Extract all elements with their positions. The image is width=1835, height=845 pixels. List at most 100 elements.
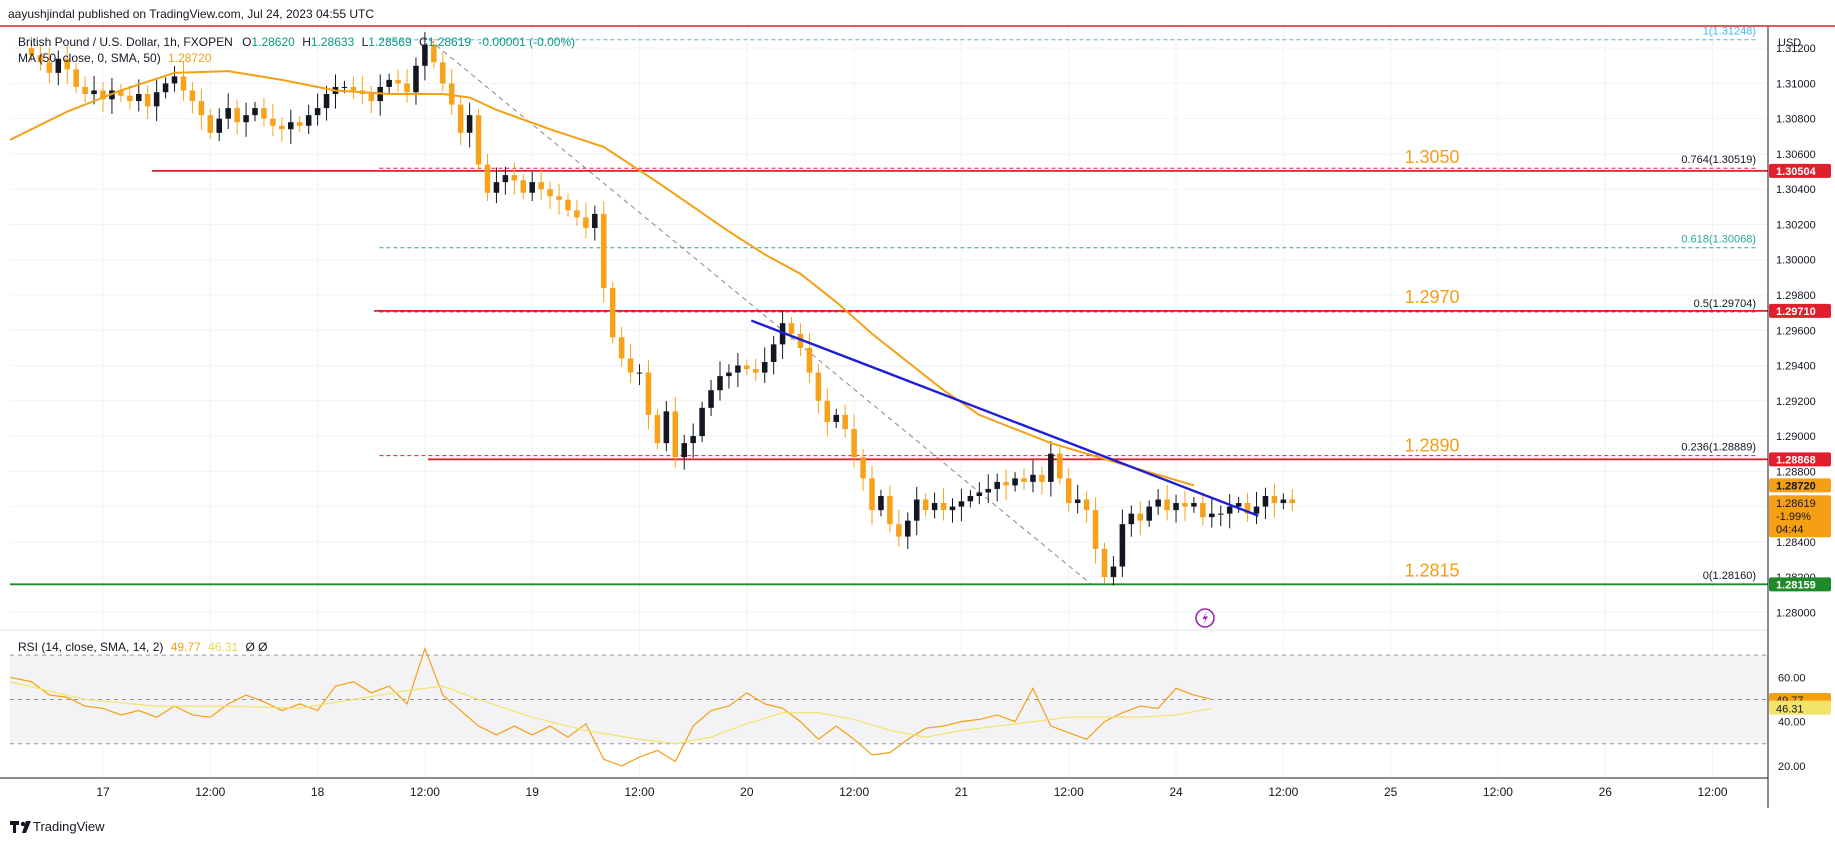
candle [288,122,294,129]
ma-label: MA (50, close, 0, SMA, 50) [18,51,161,65]
candle [190,90,196,101]
y-tick-label: 1.29800 [1776,290,1816,302]
ma-legend[interactable]: MA (50, close, 0, SMA, 50) 1.28720 [18,51,211,65]
y-tick-label: 1.28400 [1776,537,1816,549]
candle [655,415,661,443]
candle [1039,475,1045,482]
candle [574,210,580,217]
x-tick-label: 12:00 [1698,785,1728,799]
candle [1137,514,1143,521]
ma-value: 1.28720 [168,51,211,65]
candle [1236,503,1242,507]
candle [1111,567,1117,578]
rsi-extra: Ø Ø [245,640,267,654]
symbol-name[interactable]: British Pound / U.S. Dollar, 1h, FXOPEN [18,35,233,49]
close-label: C [419,35,428,49]
candle [216,119,222,133]
rsi-legend[interactable]: RSI (14, close, SMA, 14, 2) 49.77 46.31 … [18,640,268,654]
level-12815-badge: 1.28159 [1776,579,1816,591]
rsi-tick-label: 40.00 [1778,717,1806,729]
candle [887,496,893,524]
candle [708,390,714,408]
candle [529,182,535,193]
candle [494,182,500,193]
candle [833,415,839,422]
candle [628,358,634,372]
rsi-ma-value: 46.31 [208,640,238,654]
y-tick-label: 1.30000 [1776,255,1816,267]
candle [1146,507,1152,521]
x-tick-label: 19 [526,785,540,799]
candle [646,373,652,415]
candle [1084,500,1090,511]
x-tick-label: 20 [740,785,754,799]
candle [467,115,473,133]
candle [1021,478,1027,482]
candle [941,503,947,510]
open-value: 1.28620 [251,35,294,49]
candle [816,373,822,401]
last-price-value: 1.28619 [1776,498,1816,510]
candle [717,376,723,390]
candle [1057,454,1063,479]
candle [1272,496,1278,503]
candle [136,94,142,101]
rsi-value: 49.77 [171,640,201,654]
candle [860,457,866,478]
x-tick-label: 12:00 [1483,785,1513,799]
candle [959,501,965,506]
candle [520,180,526,192]
candle [556,196,562,200]
fib-label: 0.764(1.30519) [1681,154,1756,166]
candle [1012,478,1018,485]
x-tick-label: 17 [96,785,110,799]
candle [1263,496,1269,507]
candle [476,115,482,164]
x-tick-label: 12:00 [625,785,655,799]
y-tick-label: 1.28800 [1776,466,1816,478]
candle [681,443,687,457]
low-value: 1.28569 [368,35,411,49]
y-tick-label: 1.29600 [1776,325,1816,337]
candle [386,80,392,87]
candle [199,101,205,115]
candle [699,408,705,436]
last-price-change: -1.99% [1776,511,1811,523]
candle [503,175,509,182]
candle [1030,475,1036,482]
last-price-countdown: 04:44 [1776,524,1804,536]
candle [1093,510,1099,549]
candle [538,182,544,189]
candle [771,344,777,362]
candle [252,108,258,115]
candle [878,496,884,510]
candle [413,66,419,92]
candle [851,429,857,457]
candle [1075,500,1081,504]
candle [306,115,312,126]
y-tick-label: 1.29000 [1776,431,1816,443]
rsi-tick-label: 60.00 [1778,672,1806,684]
candle [82,87,88,94]
level-13050-label: 1.3050 [1404,147,1459,167]
candle [172,76,178,83]
candle [601,214,607,288]
x-tick-label: 12:00 [839,785,869,799]
candle [512,175,518,180]
candle [726,373,732,377]
candle [181,76,187,90]
candle [208,115,214,133]
level-12815-label: 1.2815 [1404,560,1459,580]
candle [342,87,348,88]
candle [637,373,643,374]
y-tick-label: 1.30800 [1776,114,1816,126]
close-value: 1.28619 [428,35,471,49]
fib-label: 0.236(1.28889) [1681,442,1756,454]
candle [664,411,670,443]
candle [842,415,848,429]
rsi-label: RSI (14, close, SMA, 14, 2) [18,640,163,654]
candle [1066,478,1072,503]
level-13050-badge: 1.30504 [1776,166,1817,178]
candle [1254,507,1260,514]
candle [673,411,679,457]
